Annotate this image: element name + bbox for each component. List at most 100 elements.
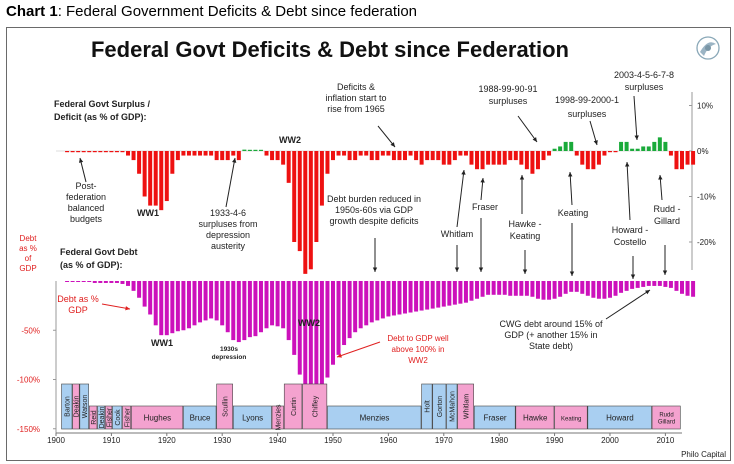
deficit-bar-1961 bbox=[391, 151, 396, 161]
deficit-bar-1926 bbox=[198, 151, 203, 156]
deficit-bar-2000 bbox=[607, 151, 612, 153]
source-label: Philo Capital bbox=[681, 450, 726, 459]
pm-box-2 bbox=[79, 383, 89, 430]
deficit-bar-1935 bbox=[247, 149, 252, 151]
annot-post-federation-line-3: budgets bbox=[70, 214, 103, 224]
caption-text: : Federal Government Deficits & Debt sin… bbox=[57, 3, 418, 20]
pm-box-15 bbox=[327, 405, 422, 430]
deficit-bar-2006 bbox=[641, 146, 646, 151]
pm-label-12: Menzies bbox=[276, 404, 283, 431]
pm-label-22: Keating bbox=[561, 417, 581, 423]
deficit-bar-1903 bbox=[70, 151, 75, 153]
deficit-bar-1976 bbox=[475, 151, 480, 170]
annot-surpluses-98-line-1: surpluses bbox=[568, 109, 607, 119]
deficit-panel-label-1: Federal Govt Surplus / bbox=[54, 99, 151, 109]
pm-menzies-12: Menzies bbox=[271, 404, 284, 431]
deficit-bar-1952 bbox=[342, 151, 347, 156]
debt-bar-1945 bbox=[303, 281, 308, 388]
debt-bar-1944 bbox=[297, 281, 302, 375]
debt-bar-1913 bbox=[126, 281, 131, 286]
debt-bar-1946 bbox=[308, 281, 313, 398]
debt-bar-1963 bbox=[403, 281, 407, 314]
deficit-bar-1943 bbox=[292, 151, 297, 242]
annot-depression-line-1: depression bbox=[212, 354, 247, 361]
debt-bar-1943 bbox=[292, 281, 297, 355]
deficit-bar-1904 bbox=[76, 151, 81, 153]
deficit-bar-1955 bbox=[358, 151, 363, 156]
deficit-bar-1941 bbox=[281, 151, 286, 165]
annot-1930s-surplus-line-3: austerity bbox=[211, 241, 246, 251]
deficit-bar-1990 bbox=[552, 148, 557, 151]
debt-bar-2005 bbox=[635, 281, 640, 288]
deficit-bar-1931 bbox=[225, 151, 230, 161]
pm-label-19: Whitlam bbox=[463, 394, 470, 419]
arrow-rudd-gillard-down bbox=[662, 245, 668, 275]
debt-bar-1987 bbox=[535, 281, 540, 299]
pm-label-23: Howard bbox=[606, 414, 634, 423]
x-tick-label-1990: 1990 bbox=[546, 436, 564, 445]
deficit-bar-1963 bbox=[403, 151, 407, 161]
caption-prefix: Chart 1 bbox=[6, 3, 58, 20]
chart-frame bbox=[6, 27, 731, 461]
debt-bar-1922 bbox=[175, 281, 180, 332]
deficit-bar-1959 bbox=[380, 151, 385, 156]
deficit-bar-1985 bbox=[524, 151, 529, 170]
deficit-panel-label-2: Deficit (as % of GDP): bbox=[54, 112, 147, 122]
deficit-bar-1908 bbox=[98, 151, 103, 153]
arrow-debt-gdp-ww2 bbox=[336, 341, 381, 358]
deficit-bar-1916 bbox=[142, 151, 147, 197]
debt-bar-1932 bbox=[231, 281, 236, 341]
deficit-bar-1942 bbox=[286, 151, 291, 183]
pm-howard-23: Howard bbox=[587, 405, 652, 430]
deficit-bar-1956 bbox=[364, 151, 369, 156]
debt-bar-1953 bbox=[347, 281, 352, 339]
debt-bar-1920 bbox=[164, 281, 169, 336]
annot-debt-burden-line-1: 1950s-60s via GDP bbox=[335, 205, 413, 215]
arrow-1930s-surplus bbox=[225, 157, 237, 208]
debt-bar-1975 bbox=[469, 281, 474, 301]
deficit-bar-2013 bbox=[680, 151, 684, 170]
deficit-bar-2010 bbox=[663, 141, 668, 151]
annot-surpluses-03-line-1: surpluses bbox=[625, 82, 664, 92]
arrow-debt-burden bbox=[372, 238, 378, 272]
pm-chifley-14: Chifley bbox=[302, 383, 328, 430]
deficit-bar-1924 bbox=[186, 151, 191, 156]
debt-bar-1978 bbox=[486, 281, 491, 295]
pm-label-24-b: Gillard bbox=[658, 420, 675, 426]
debt-bar-1908 bbox=[98, 281, 103, 283]
arrow-keating-up bbox=[568, 171, 573, 206]
deficit-bar-1968 bbox=[430, 151, 435, 161]
deficit-bar-2008 bbox=[652, 141, 657, 151]
debt-bar-1967 bbox=[425, 281, 430, 310]
debt-bar-1997 bbox=[591, 281, 596, 298]
debt-bar-2013 bbox=[680, 281, 684, 294]
debt-tick-label-1: -100% bbox=[17, 376, 40, 385]
x-tick-label-1950: 1950 bbox=[324, 436, 342, 445]
pm-box-17 bbox=[432, 383, 447, 430]
debt-bar-1966 bbox=[419, 281, 424, 311]
deficit-bar-1909 bbox=[103, 151, 108, 153]
annot-hawke-keating-line-0: Hawke - bbox=[508, 219, 541, 229]
pm-box-13 bbox=[283, 383, 303, 430]
debt-bar-1931 bbox=[225, 281, 230, 333]
debt-bar-1915 bbox=[137, 281, 142, 298]
deficit-bar-1948 bbox=[319, 151, 324, 206]
pm-label-10: Scullin bbox=[223, 396, 230, 417]
pm-mcmahon-18: McMahon bbox=[446, 383, 458, 430]
debt-bar-1941 bbox=[281, 281, 286, 329]
pm-label-18: McMahon bbox=[450, 391, 457, 422]
debt-bar-1938 bbox=[264, 281, 269, 329]
deficit-bar-1992 bbox=[563, 141, 568, 151]
debt-bar-1961 bbox=[391, 281, 396, 316]
debt-bar-1929 bbox=[214, 281, 219, 321]
deficit-bar-1980 bbox=[497, 151, 502, 165]
pm-lyons-11: Lyons bbox=[232, 405, 272, 430]
x-tick-label-1910: 1910 bbox=[102, 436, 120, 445]
debt-bar-1994 bbox=[574, 281, 579, 292]
pm-box-18 bbox=[446, 383, 458, 430]
annot-1930s-surplus-line-1: surpluses from bbox=[198, 219, 257, 229]
arrow-fraser-up bbox=[480, 177, 485, 201]
deficit-bar-1995 bbox=[580, 151, 585, 165]
pm-label-4: Deakin bbox=[99, 407, 106, 429]
